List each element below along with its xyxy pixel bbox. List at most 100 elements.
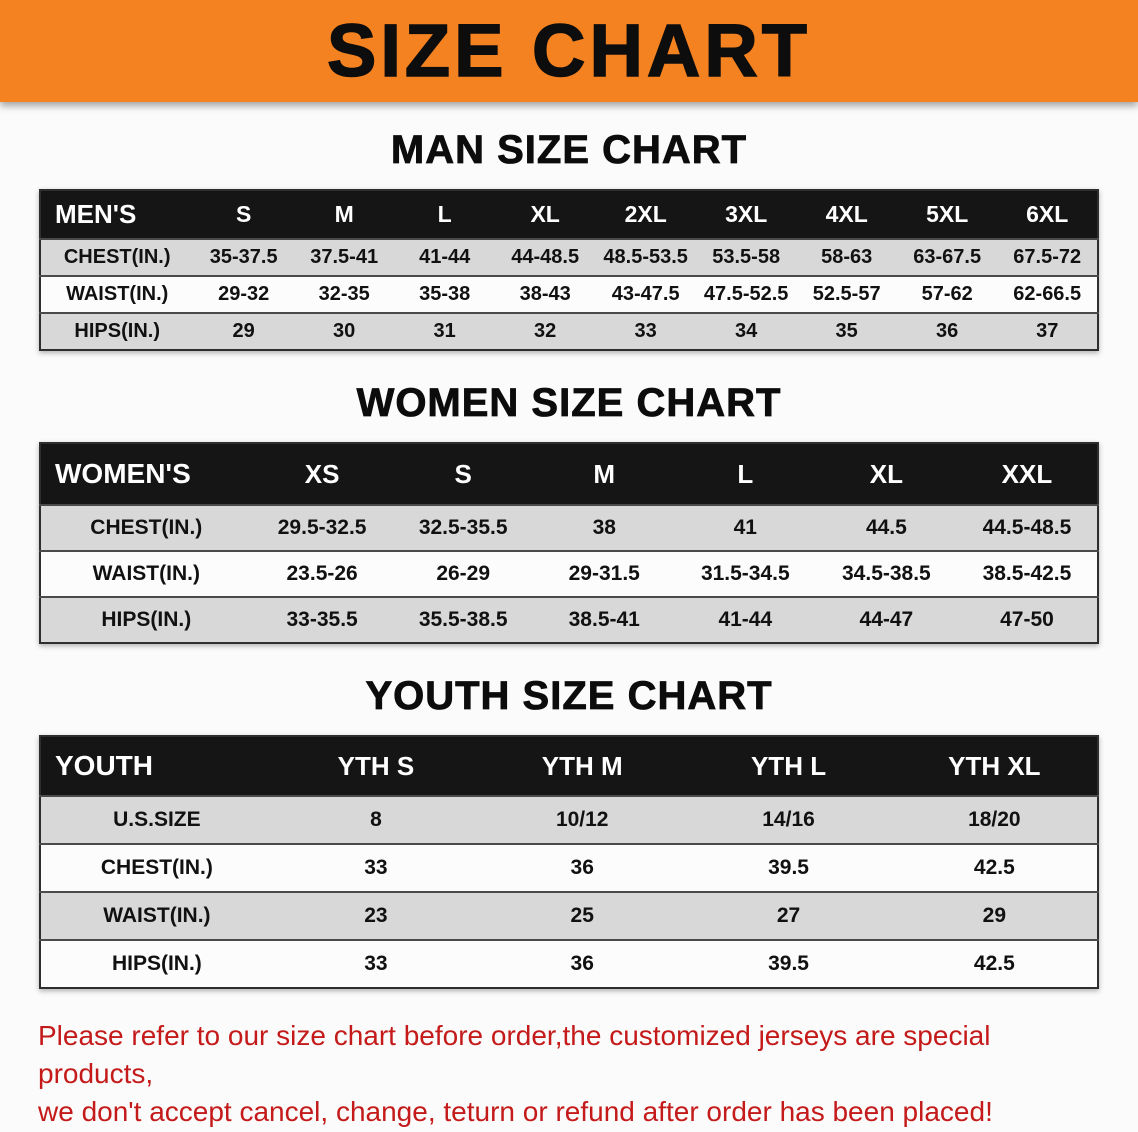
size-value: 58-63 [796, 238, 897, 276]
size-value: 47-50 [956, 596, 1098, 643]
row-label: HIPS(IN.) [40, 939, 273, 988]
row-label: CHEST(IN.) [40, 843, 273, 892]
size-value: 41-44 [674, 596, 816, 643]
table-row: WAIST(IN.) 23.5-26 26-29 29-31.5 31.5-34.5 34… [40, 550, 1098, 597]
table-row: WAIST(IN.) 23 25 27 29 [40, 891, 1098, 940]
row-label: U.S.SIZE [40, 795, 273, 844]
size-value: 62-66.5 [997, 275, 1098, 313]
row-label: CHEST(IN.) [40, 504, 252, 551]
size-value: 41 [674, 504, 816, 551]
group-label: YOUTH [40, 736, 273, 796]
size-value: 63-67.5 [896, 238, 998, 276]
size-column-header: YTH M [479, 736, 686, 796]
size-value: 52.5-57 [796, 275, 897, 313]
size-column-header: M [533, 443, 675, 505]
size-value: 36 [479, 939, 686, 988]
size-value: 26-29 [392, 550, 534, 597]
size-value: 8 [272, 795, 480, 844]
size-value: 44-47 [815, 596, 957, 643]
size-value: 42.5 [891, 939, 1098, 988]
size-value: 35 [796, 312, 897, 350]
size-value: 23.5-26 [251, 550, 393, 597]
size-value: 29-31.5 [533, 550, 675, 597]
size-value: 31.5-34.5 [674, 550, 816, 597]
size-value: 36 [479, 843, 686, 892]
row-label: WAIST(IN.) [40, 891, 273, 940]
size-column-header: 5XL [896, 190, 998, 239]
size-column-header: XL [494, 190, 596, 239]
size-value: 38.5-41 [533, 596, 675, 643]
size-value: 44.5 [815, 504, 957, 551]
notice-line: we don't accept cancel, change, teturn o… [38, 1095, 993, 1127]
group-label: MEN'S [40, 190, 194, 239]
size-column-header: XXL [956, 443, 1098, 505]
size-value: 38.5-42.5 [956, 550, 1098, 597]
table-row: WAIST(IN.) 29-32 32-35 35-38 38-43 43-47.5 47.… [40, 275, 1098, 313]
notice-line: Please refer to our size chart before or… [38, 1020, 991, 1089]
size-value: 32 [494, 312, 596, 350]
size-column-header: 4XL [796, 190, 897, 239]
size-column-header: L [674, 443, 816, 505]
size-value: 44.5-48.5 [956, 504, 1098, 551]
size-value: 35.5-38.5 [392, 596, 534, 643]
banner: SIZE CHART [0, 0, 1138, 102]
row-label: WAIST(IN.) [40, 550, 252, 597]
size-column-header: XS [251, 443, 393, 505]
size-value: 27 [685, 891, 892, 940]
youth-size-table: YOUTH YTH S YTH M YTH L YTH XL U.S.SIZE 8 10/12… [39, 735, 1099, 989]
size-column-header: 2XL [595, 190, 696, 239]
size-value: 43-47.5 [595, 275, 696, 313]
row-label: HIPS(IN.) [40, 596, 252, 643]
size-column-header: XL [815, 443, 957, 505]
header-row: MEN'S S M L XL 2XL 3XL 4XL 5XL 6XL [40, 190, 1098, 239]
size-value: 34 [695, 312, 797, 350]
size-value: 33 [272, 939, 480, 988]
table-row: U.S.SIZE 8 10/12 14/16 18/20 [40, 795, 1098, 844]
size-value: 36 [896, 312, 998, 350]
size-column-header: L [394, 190, 495, 239]
header-row: WOMEN'S XS S M L XL XXL [40, 443, 1098, 505]
size-column-header: M [293, 190, 395, 239]
sections: MAN SIZE CHART MEN'S S M L XL 2XL 3XL 4XL 5XL 6XL C… [39, 128, 1099, 989]
size-value: 30 [293, 312, 395, 350]
section-heading-mens: MAN SIZE CHART [390, 128, 748, 173]
size-value: 35-37.5 [193, 238, 294, 276]
size-value: 29-32 [193, 275, 294, 313]
size-value: 23 [272, 891, 480, 940]
size-value: 38 [533, 504, 675, 551]
size-value: 37 [997, 312, 1098, 350]
size-column-header: YTH XL [891, 736, 1098, 796]
size-value: 31 [394, 312, 495, 350]
section-heading-womens: WOMEN SIZE CHART [356, 381, 782, 426]
table-row: HIPS(IN.) 33 36 39.5 42.5 [40, 939, 1098, 988]
size-value: 37.5-41 [293, 238, 395, 276]
size-value: 29 [891, 891, 1098, 940]
size-value: 41-44 [394, 238, 495, 276]
size-value: 38-43 [494, 275, 596, 313]
womens-size-table: WOMEN'S XS S M L XL XXL CHEST(IN.) 29.5-32.5 32.5… [39, 442, 1099, 644]
table-row: HIPS(IN.) 33-35.5 35.5-38.5 38.5-41 41-44 44-… [40, 596, 1098, 643]
size-value: 44-48.5 [494, 238, 596, 276]
size-column-header: YTH L [685, 736, 892, 796]
page-title: SIZE CHART [326, 9, 811, 92]
section-heading-youth: YOUTH SIZE CHART [365, 674, 773, 719]
size-value: 67.5-72 [997, 238, 1098, 276]
size-value: 33 [272, 843, 480, 892]
size-value: 47.5-52.5 [695, 275, 797, 313]
row-label: HIPS(IN.) [40, 312, 194, 350]
row-label: CHEST(IN.) [40, 238, 194, 276]
size-value: 57-62 [896, 275, 998, 313]
size-value: 48.5-53.5 [595, 238, 696, 276]
group-label: WOMEN'S [40, 443, 252, 505]
mens-size-table: MEN'S S M L XL 2XL 3XL 4XL 5XL 6XL CHEST(IN.) 35-37… [39, 189, 1099, 351]
size-value: 53.5-58 [695, 238, 797, 276]
size-value: 42.5 [891, 843, 1098, 892]
table-row: HIPS(IN.) 29 30 31 32 33 34 35 36 37 [40, 312, 1098, 350]
size-column-header: YTH S [272, 736, 480, 796]
size-column-header: S [193, 190, 294, 239]
size-value: 32-35 [293, 275, 395, 313]
size-value: 25 [479, 891, 686, 940]
size-value: 35-38 [394, 275, 495, 313]
size-value: 39.5 [685, 843, 892, 892]
size-value: 10/12 [479, 795, 686, 844]
